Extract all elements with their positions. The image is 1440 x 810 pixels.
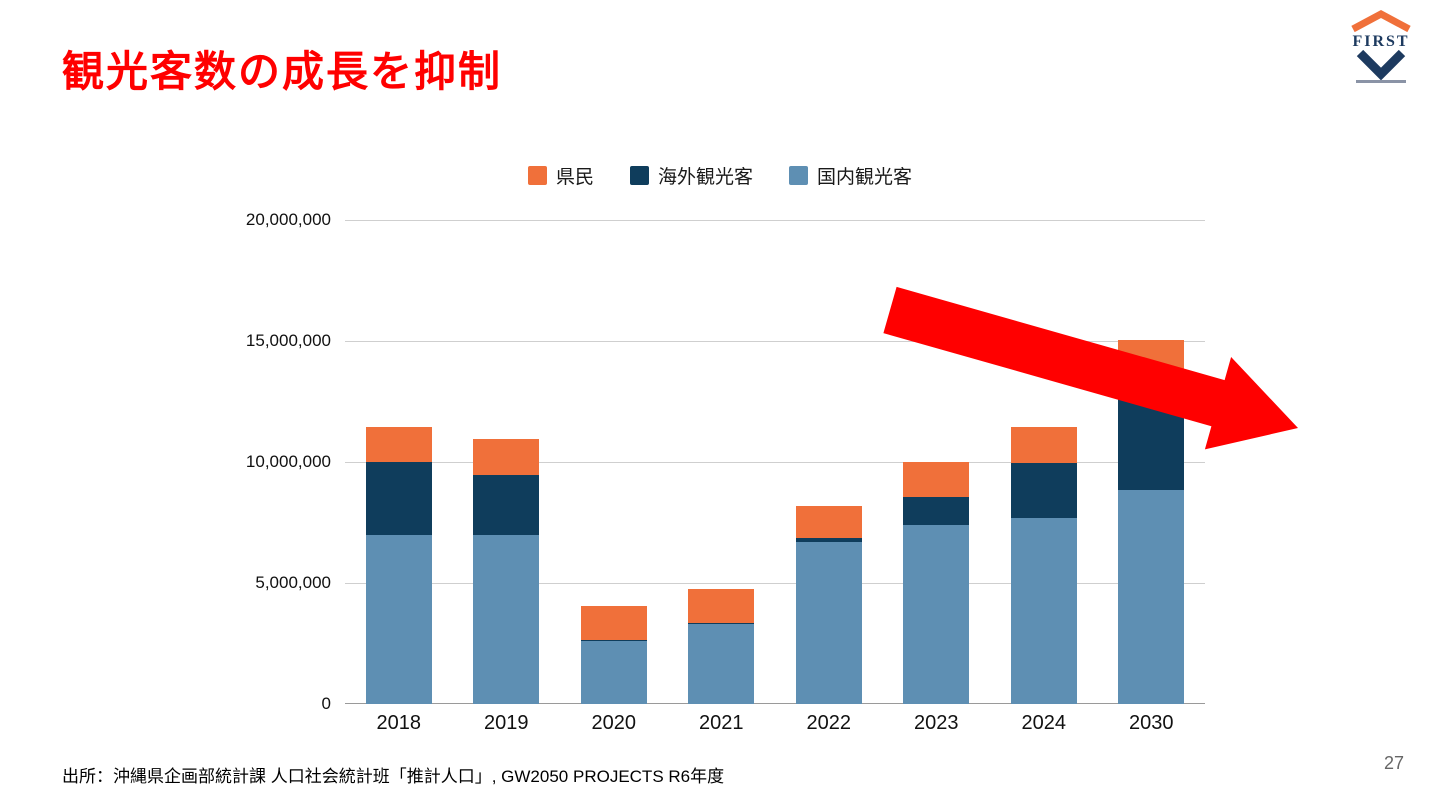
bar-2018	[365, 426, 432, 704]
logo-text: FIRST	[1352, 33, 1409, 50]
logo-v-icon	[1356, 49, 1406, 81]
bar-2023	[903, 462, 970, 704]
bar-segment	[473, 475, 540, 535]
bar-segment	[903, 462, 970, 498]
x-axis-label: 2023	[914, 712, 959, 734]
source-note: 出所：沖縄県企画部統計課 人口社会統計班「推計人口」, GW2050 PROJE…	[62, 767, 725, 786]
x-axis-label: 2018	[376, 712, 422, 734]
x-axis-label: 2019	[484, 712, 529, 734]
gridline	[345, 703, 1205, 704]
bar-segment	[580, 641, 647, 704]
bar-segment	[1118, 396, 1185, 490]
legend-label: 海外観光客	[657, 167, 753, 188]
bar-2030	[1118, 339, 1185, 704]
company-logo: FIRST	[1351, 10, 1411, 83]
logo-roof-icon	[1351, 10, 1411, 33]
page-number: 27	[1383, 753, 1404, 773]
bar-segment	[688, 589, 755, 623]
y-axis-tick-label: 10,000,000	[245, 452, 331, 471]
bar-segment	[688, 624, 755, 704]
x-axis-label: 2020	[591, 712, 637, 734]
legend-label: 国内観光客	[817, 167, 913, 188]
x-axis-label: 2024	[1021, 712, 1067, 734]
y-axis-tick-label: 15,000,000	[245, 331, 331, 350]
slide-title: 観光客数の成長を抑制	[62, 48, 503, 95]
chart-legend: 県民 海外観光客 国内観光客	[0, 162, 1440, 189]
bar-segment	[365, 534, 432, 704]
bar-segment	[365, 462, 432, 535]
logo-subtext-line	[1356, 80, 1406, 83]
plot-area: 0 5,000,000 10,000,000 15,000,000 20,000,000…	[246, 210, 1205, 734]
bar-segment	[795, 538, 862, 542]
bar-segment	[1010, 426, 1077, 464]
gridline	[345, 341, 1205, 342]
y-axis-tick-label: 0	[321, 694, 331, 713]
bar-segment	[473, 439, 540, 476]
bar-2019	[473, 439, 540, 704]
bar-2020	[580, 606, 647, 704]
gridline	[345, 583, 1205, 584]
legend-swatch	[789, 166, 808, 185]
bar-segment	[795, 505, 862, 539]
bar-segment	[365, 426, 432, 463]
bar-segment	[1010, 517, 1077, 704]
x-axis-label: 2021	[699, 712, 744, 734]
y-axis-tick-label: 20,000,000	[245, 210, 331, 229]
legend-swatch	[527, 166, 547, 185]
bar-segment	[903, 497, 970, 525]
legend-label: 県民	[555, 167, 594, 188]
bar-segment	[688, 622, 755, 625]
bar-2024	[1010, 426, 1077, 704]
gridline	[345, 220, 1205, 221]
bar-segment	[1118, 339, 1185, 397]
gridline	[345, 462, 1205, 463]
x-axis-label: 2022	[806, 712, 852, 734]
bar-segment	[903, 524, 970, 704]
legend-item: 海外観光客	[629, 162, 753, 189]
bar-segment	[1010, 463, 1077, 518]
bar-segment	[580, 639, 647, 642]
bar-segment	[795, 541, 862, 704]
bar-2022	[795, 505, 862, 704]
x-axis-label: 2030	[1129, 712, 1174, 734]
bar-segment	[1118, 489, 1185, 704]
bar-segment	[580, 606, 647, 640]
legend-swatch	[629, 166, 649, 185]
legend-item: 国内観光客	[789, 162, 912, 189]
bar-2021	[688, 589, 755, 704]
legend-item: 県民	[527, 162, 594, 189]
bar-segment	[473, 534, 540, 704]
y-axis-tick-label: 5,000,000	[255, 573, 331, 592]
